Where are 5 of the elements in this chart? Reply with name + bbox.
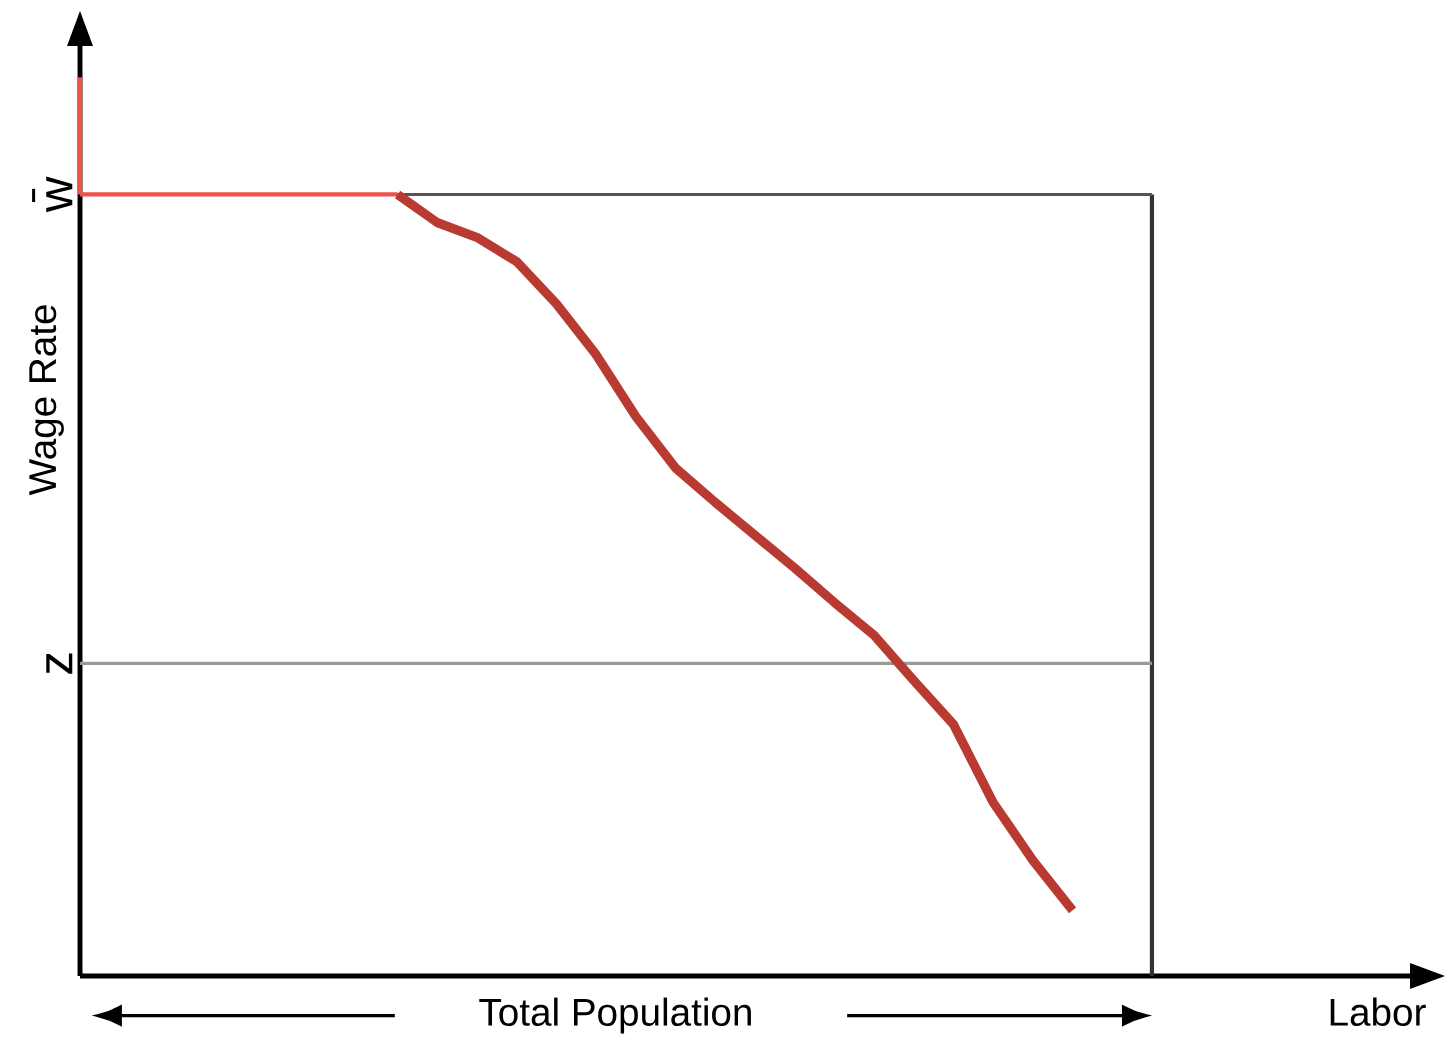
- x-axis-title: Total Population: [479, 997, 751, 1034]
- y-axis-title: Wage Rate: [29, 305, 64, 496]
- text: Labor: [1330, 997, 1426, 1026]
- ref-line-label: z: [46, 653, 73, 674]
- ref-line-label: w̄: [32, 176, 73, 213]
